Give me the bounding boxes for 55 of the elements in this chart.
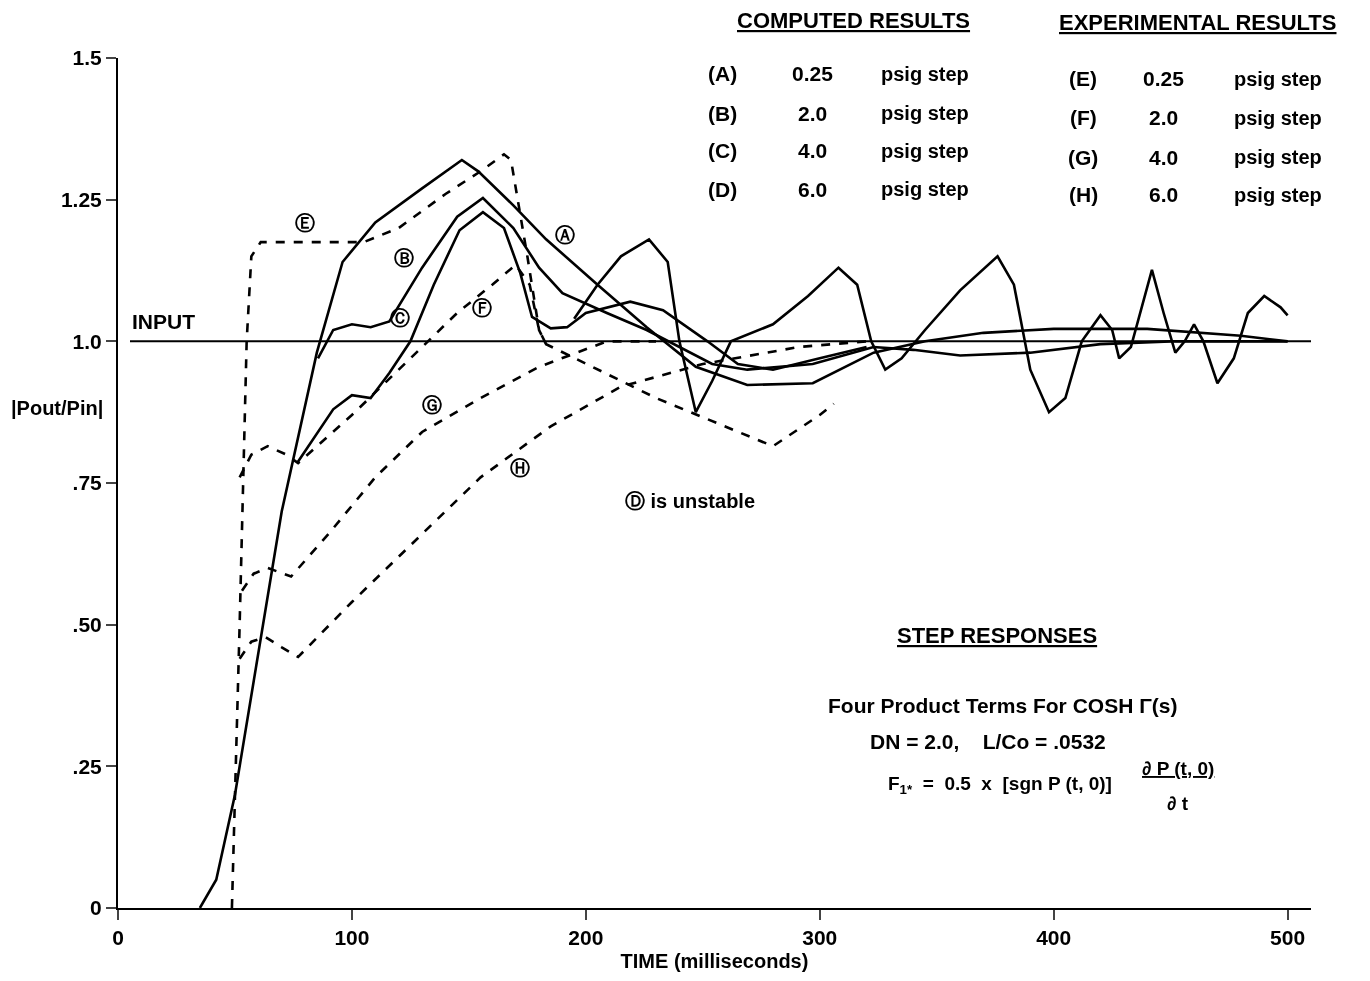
x-tick-label: 0 <box>112 926 124 950</box>
annotation: Ⓓ is unstable <box>625 490 756 512</box>
annotation: Four Product Terms For COSH Γ(s) <box>828 694 1178 717</box>
y-tick-label: 1.5 <box>72 46 103 70</box>
annotation: psig step <box>1234 146 1322 168</box>
annotation: (F) <box>1070 106 1097 129</box>
y-tick-label: 1.0 <box>72 329 102 353</box>
annotation: (G) <box>1068 146 1099 169</box>
x-tick-label: 400 <box>1036 926 1072 950</box>
annotation: Ⓐ <box>555 223 575 247</box>
x-tick-label: 300 <box>802 926 838 950</box>
annotation: 0.25 <box>1143 67 1185 90</box>
annotation: Ⓑ <box>394 246 414 270</box>
y-tick-label: .50 <box>72 613 102 637</box>
annotation: 4.0 <box>1149 146 1179 169</box>
annotation: 6.0 <box>798 178 828 201</box>
annotation: 2.0 <box>1149 106 1179 129</box>
annotation: psig step <box>1234 184 1322 206</box>
y-tick-label: .25 <box>72 754 103 778</box>
annotation: 6.0 <box>1149 183 1179 206</box>
annotation: psig step <box>1234 68 1322 90</box>
annotation: STEP RESPONSES <box>897 623 1098 648</box>
annotation: 0.25 <box>792 62 834 85</box>
annotation: psig step <box>881 140 969 162</box>
annotation: Ⓗ <box>510 456 530 480</box>
annotation: ∂ P (t, 0) <box>1142 758 1215 779</box>
y-tick-label: .75 <box>72 471 103 495</box>
annotation: psig step <box>881 63 969 85</box>
x-axis-title: TIME (milliseconds) <box>620 950 809 973</box>
annotation: F$_{1*}$ = 0.5 x [sgn P (t, 0)] <box>888 773 1112 797</box>
annotation: (C) <box>708 139 738 162</box>
ref-line-label: INPUT <box>132 310 196 333</box>
annotation: (H) <box>1069 183 1099 206</box>
y-tick-label: 0 <box>90 896 102 920</box>
annotation: psig step <box>881 102 969 124</box>
x-tick-label: 500 <box>1270 926 1306 950</box>
annotation: 4.0 <box>798 139 828 162</box>
annotation: Ⓖ <box>422 393 442 417</box>
annotation: (A) <box>708 62 738 85</box>
annotation: psig step <box>1234 107 1322 129</box>
annotation: Ⓕ <box>472 296 492 320</box>
annotation: DN = 2.0, L/Co = .0532 <box>870 730 1106 753</box>
annotation: (E) <box>1069 67 1097 90</box>
x-tick-label: 100 <box>334 926 370 950</box>
y-axis-title: |Pout/Pin| <box>11 397 104 419</box>
annotation: (D) <box>708 178 738 201</box>
x-tick-label: 200 <box>568 926 604 950</box>
y-tick-label: 1.25 <box>60 188 103 212</box>
annotation: Ⓔ <box>295 211 315 235</box>
annotation: ∂ t <box>1167 793 1189 814</box>
annotation: psig step <box>881 178 969 200</box>
text: EXPERIMENTAL RESULTS <box>1059 10 1337 35</box>
text: COMPUTED RESULTS <box>737 8 971 33</box>
annotation: 2.0 <box>798 102 828 125</box>
annotation: (B) <box>708 102 738 125</box>
